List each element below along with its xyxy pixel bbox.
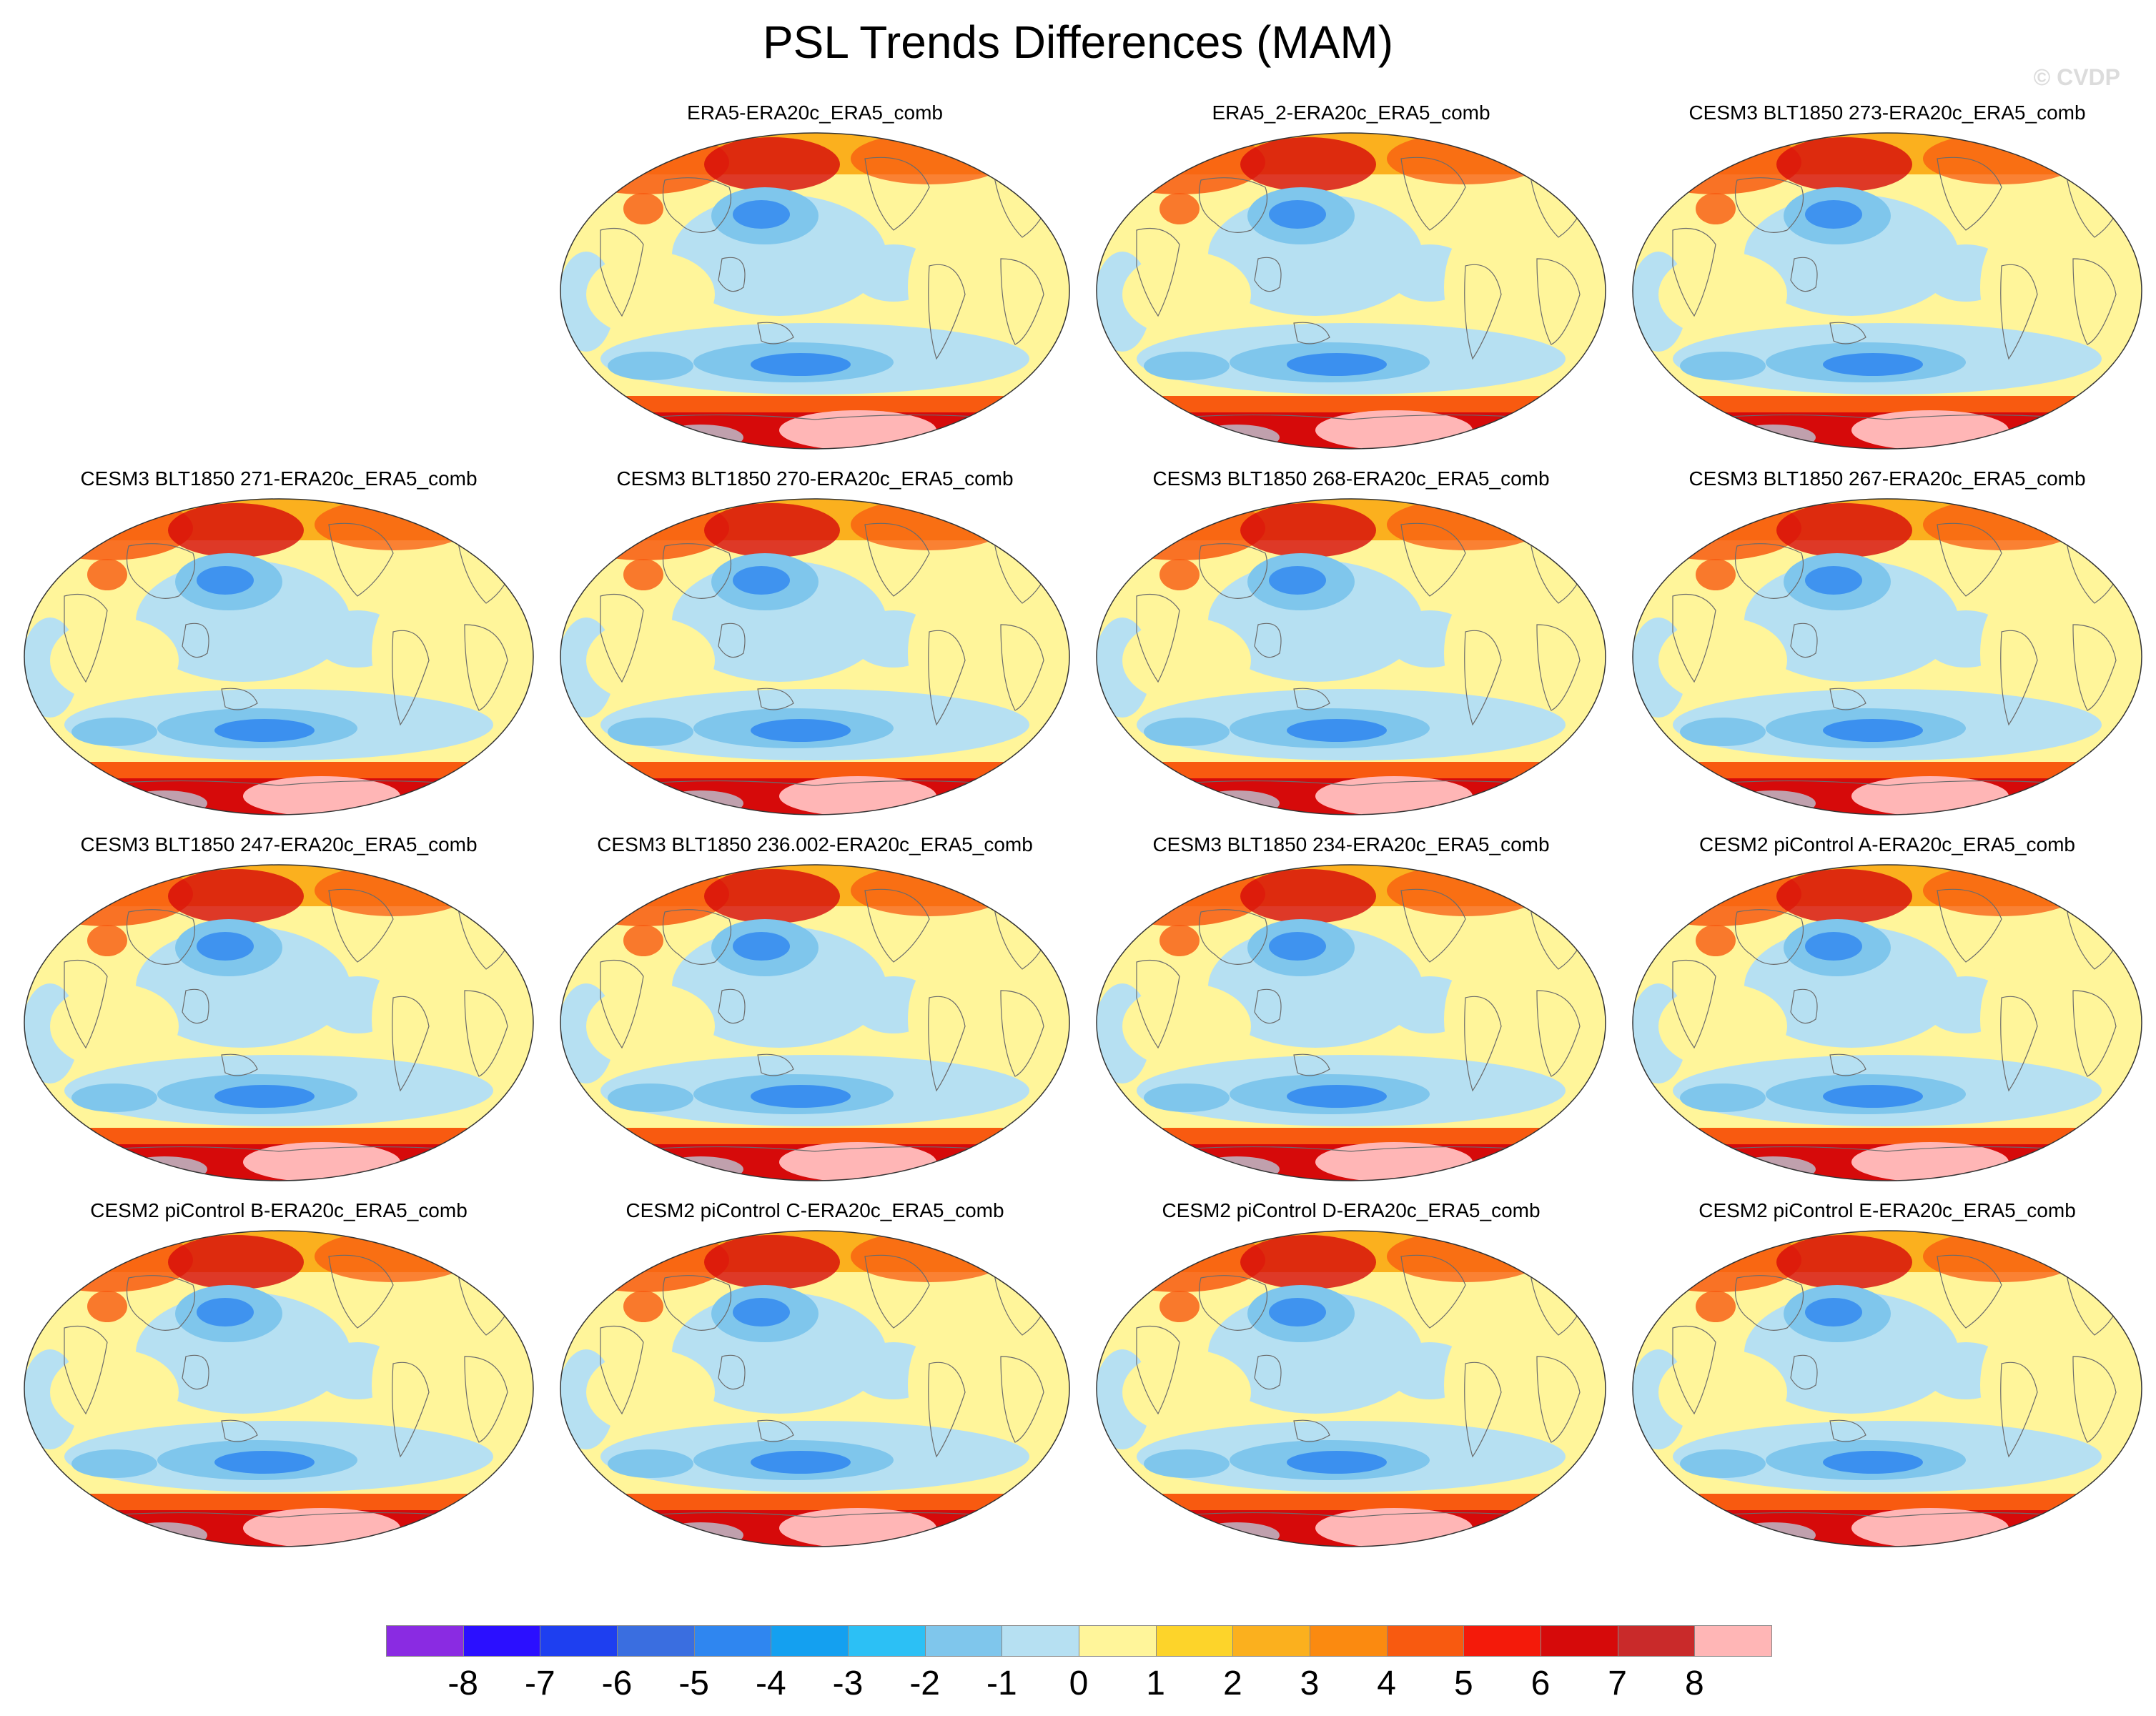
robinson-map xyxy=(1632,498,2142,815)
colorbar-label: -7 xyxy=(524,1665,555,1702)
map-panel: CESM2 piControl D-ERA20c_ERA5_comb xyxy=(1083,1198,1619,1564)
psl-trend-field xyxy=(560,865,1069,1181)
panel-title: ERA5-ERA20c_ERA5_comb xyxy=(687,101,943,124)
panel-title: CESM3 BLT1850 267-ERA20c_ERA5_comb xyxy=(1688,467,2086,490)
robinson-map xyxy=(24,864,534,1181)
map-panel: CESM2 piControl C-ERA20c_ERA5_comb xyxy=(547,1198,1083,1564)
colorbar-swatch xyxy=(848,1625,926,1657)
colorbar-swatch xyxy=(1079,1625,1157,1657)
panel-title: CESM2 piControl A-ERA20c_ERA5_comb xyxy=(1698,833,2075,855)
psl-trend-field xyxy=(1097,865,1606,1181)
robinson-map xyxy=(1096,132,1606,450)
colorbar-swatch xyxy=(771,1625,849,1657)
map-panel: ERA5_2-ERA20c_ERA5_comb xyxy=(1083,100,1619,466)
colorbar-swatch xyxy=(1310,1625,1388,1657)
panel-title: CESM3 BLT1850 234-ERA20c_ERA5_comb xyxy=(1152,833,1550,855)
colorbar: -8 -7 -6 -5 -4 -3 -2 -1 0 1 2 3 4 5 6 7 8 xyxy=(386,1625,1772,1711)
colorbar-label: -2 xyxy=(909,1665,940,1702)
colorbar-label: 2 xyxy=(1222,1665,1242,1702)
panel-title: CESM3 BLT1850 273-ERA20c_ERA5_comb xyxy=(1688,101,2086,124)
psl-trend-field xyxy=(560,133,1069,449)
colorbar-label: -4 xyxy=(755,1665,786,1702)
map-panel: CESM2 piControl A-ERA20c_ERA5_comb xyxy=(1619,832,2155,1198)
colorbar-swatch xyxy=(617,1625,695,1657)
colorbar-label: -5 xyxy=(678,1665,709,1702)
colorbar-label: -1 xyxy=(986,1665,1017,1702)
colorbar-label: 3 xyxy=(1300,1665,1320,1702)
map-panel: CESM2 piControl B-ERA20c_ERA5_comb xyxy=(11,1198,547,1564)
robinson-map xyxy=(24,498,534,815)
panel-title: CESM3 BLT1850 270-ERA20c_ERA5_comb xyxy=(616,467,1014,490)
psl-trend-field xyxy=(560,499,1069,815)
robinson-map xyxy=(24,1230,534,1547)
psl-trend-field xyxy=(24,865,533,1181)
panel-title: CESM3 BLT1850 236.002-ERA20c_ERA5_comb xyxy=(597,833,1033,855)
colorbar-label: 0 xyxy=(1069,1665,1089,1702)
map-panel: CESM3 BLT1850 267-ERA20c_ERA5_comb xyxy=(1619,466,2155,832)
map-panel: CESM3 BLT1850 270-ERA20c_ERA5_comb xyxy=(547,466,1083,832)
psl-trend-field xyxy=(1097,499,1606,815)
colorbar-label: -8 xyxy=(447,1665,478,1702)
robinson-map xyxy=(560,1230,1070,1547)
colorbar-label: -6 xyxy=(601,1665,633,1702)
robinson-map xyxy=(1096,498,1606,815)
figure-title: PSL Trends Differences (MAM) xyxy=(762,16,1394,68)
psl-trend-field xyxy=(1633,865,2142,1181)
colorbar-swatch xyxy=(693,1625,772,1657)
colorbar-label: 1 xyxy=(1146,1665,1165,1702)
colorbar-swatch xyxy=(463,1625,541,1657)
psl-trend-field xyxy=(1097,1231,1606,1547)
colorbar-swatch xyxy=(1232,1625,1310,1657)
robinson-map xyxy=(1096,1230,1606,1547)
map-panel: CESM3 BLT1850 268-ERA20c_ERA5_comb xyxy=(1083,466,1619,832)
map-panel: ERA5-ERA20c_ERA5_comb xyxy=(547,100,1083,466)
psl-trend-field xyxy=(1633,499,2142,815)
colorbar-swatch xyxy=(1694,1625,1772,1657)
colorbar-swatch xyxy=(1541,1625,1618,1657)
colorbar-label: 4 xyxy=(1377,1665,1396,1702)
colorbar-swatch xyxy=(540,1625,618,1657)
panel-title: CESM2 piControl C-ERA20c_ERA5_comb xyxy=(625,1199,1004,1221)
colorbar-swatch xyxy=(386,1625,464,1657)
colorbar-swatch xyxy=(924,1625,1003,1657)
psl-trend-field xyxy=(24,1231,533,1547)
map-panel: CESM3 BLT1850 271-ERA20c_ERA5_comb xyxy=(11,466,547,832)
panel-title: CESM2 piControl E-ERA20c_ERA5_comb xyxy=(1698,1199,2076,1221)
robinson-map xyxy=(1096,864,1606,1181)
colorbar-label: 8 xyxy=(1684,1665,1704,1702)
psl-trend-field xyxy=(24,499,533,815)
robinson-map xyxy=(1632,864,2142,1181)
map-panel: CESM3 BLT1850 247-ERA20c_ERA5_comb xyxy=(11,832,547,1198)
colorbar-swatch xyxy=(1155,1625,1234,1657)
panel-title: CESM3 BLT1850 268-ERA20c_ERA5_comb xyxy=(1152,467,1550,490)
psl-trend-field xyxy=(1097,133,1606,449)
cvdp-watermark: © CVDP xyxy=(2033,64,2120,90)
robinson-map xyxy=(560,498,1070,815)
map-panel: CESM3 BLT1850 236.002-ERA20c_ERA5_comb xyxy=(547,832,1083,1198)
colorbar-swatch xyxy=(1002,1625,1079,1657)
panel-title: CESM2 piControl D-ERA20c_ERA5_comb xyxy=(1162,1199,1541,1221)
colorbar-swatch xyxy=(1463,1625,1541,1657)
colorbar-swatch xyxy=(1617,1625,1696,1657)
map-panel: CESM2 piControl E-ERA20c_ERA5_comb xyxy=(1619,1198,2155,1564)
robinson-map xyxy=(1632,132,2142,450)
panel-title: CESM3 BLT1850 247-ERA20c_ERA5_comb xyxy=(80,833,478,855)
colorbar-label: 6 xyxy=(1531,1665,1551,1702)
psl-trend-field xyxy=(1633,1231,2142,1547)
colorbar-label: -3 xyxy=(832,1665,864,1702)
psl-trend-field xyxy=(1633,133,2142,449)
colorbar-label: 7 xyxy=(1608,1665,1627,1702)
robinson-map xyxy=(1632,1230,2142,1547)
psl-trend-field xyxy=(560,1231,1069,1547)
robinson-map xyxy=(560,864,1070,1181)
panel-title: ERA5_2-ERA20c_ERA5_comb xyxy=(1212,101,1490,124)
robinson-map xyxy=(560,132,1070,450)
map-panel: CESM3 BLT1850 234-ERA20c_ERA5_comb xyxy=(1083,832,1619,1198)
panel-title: CESM3 BLT1850 271-ERA20c_ERA5_comb xyxy=(80,467,478,490)
map-panel: CESM3 BLT1850 273-ERA20c_ERA5_comb xyxy=(1619,100,2155,466)
colorbar-swatch xyxy=(1386,1625,1465,1657)
colorbar-label: 5 xyxy=(1453,1665,1473,1702)
panel-title: CESM2 piControl B-ERA20c_ERA5_comb xyxy=(90,1199,468,1221)
coastlines xyxy=(1122,522,1588,790)
